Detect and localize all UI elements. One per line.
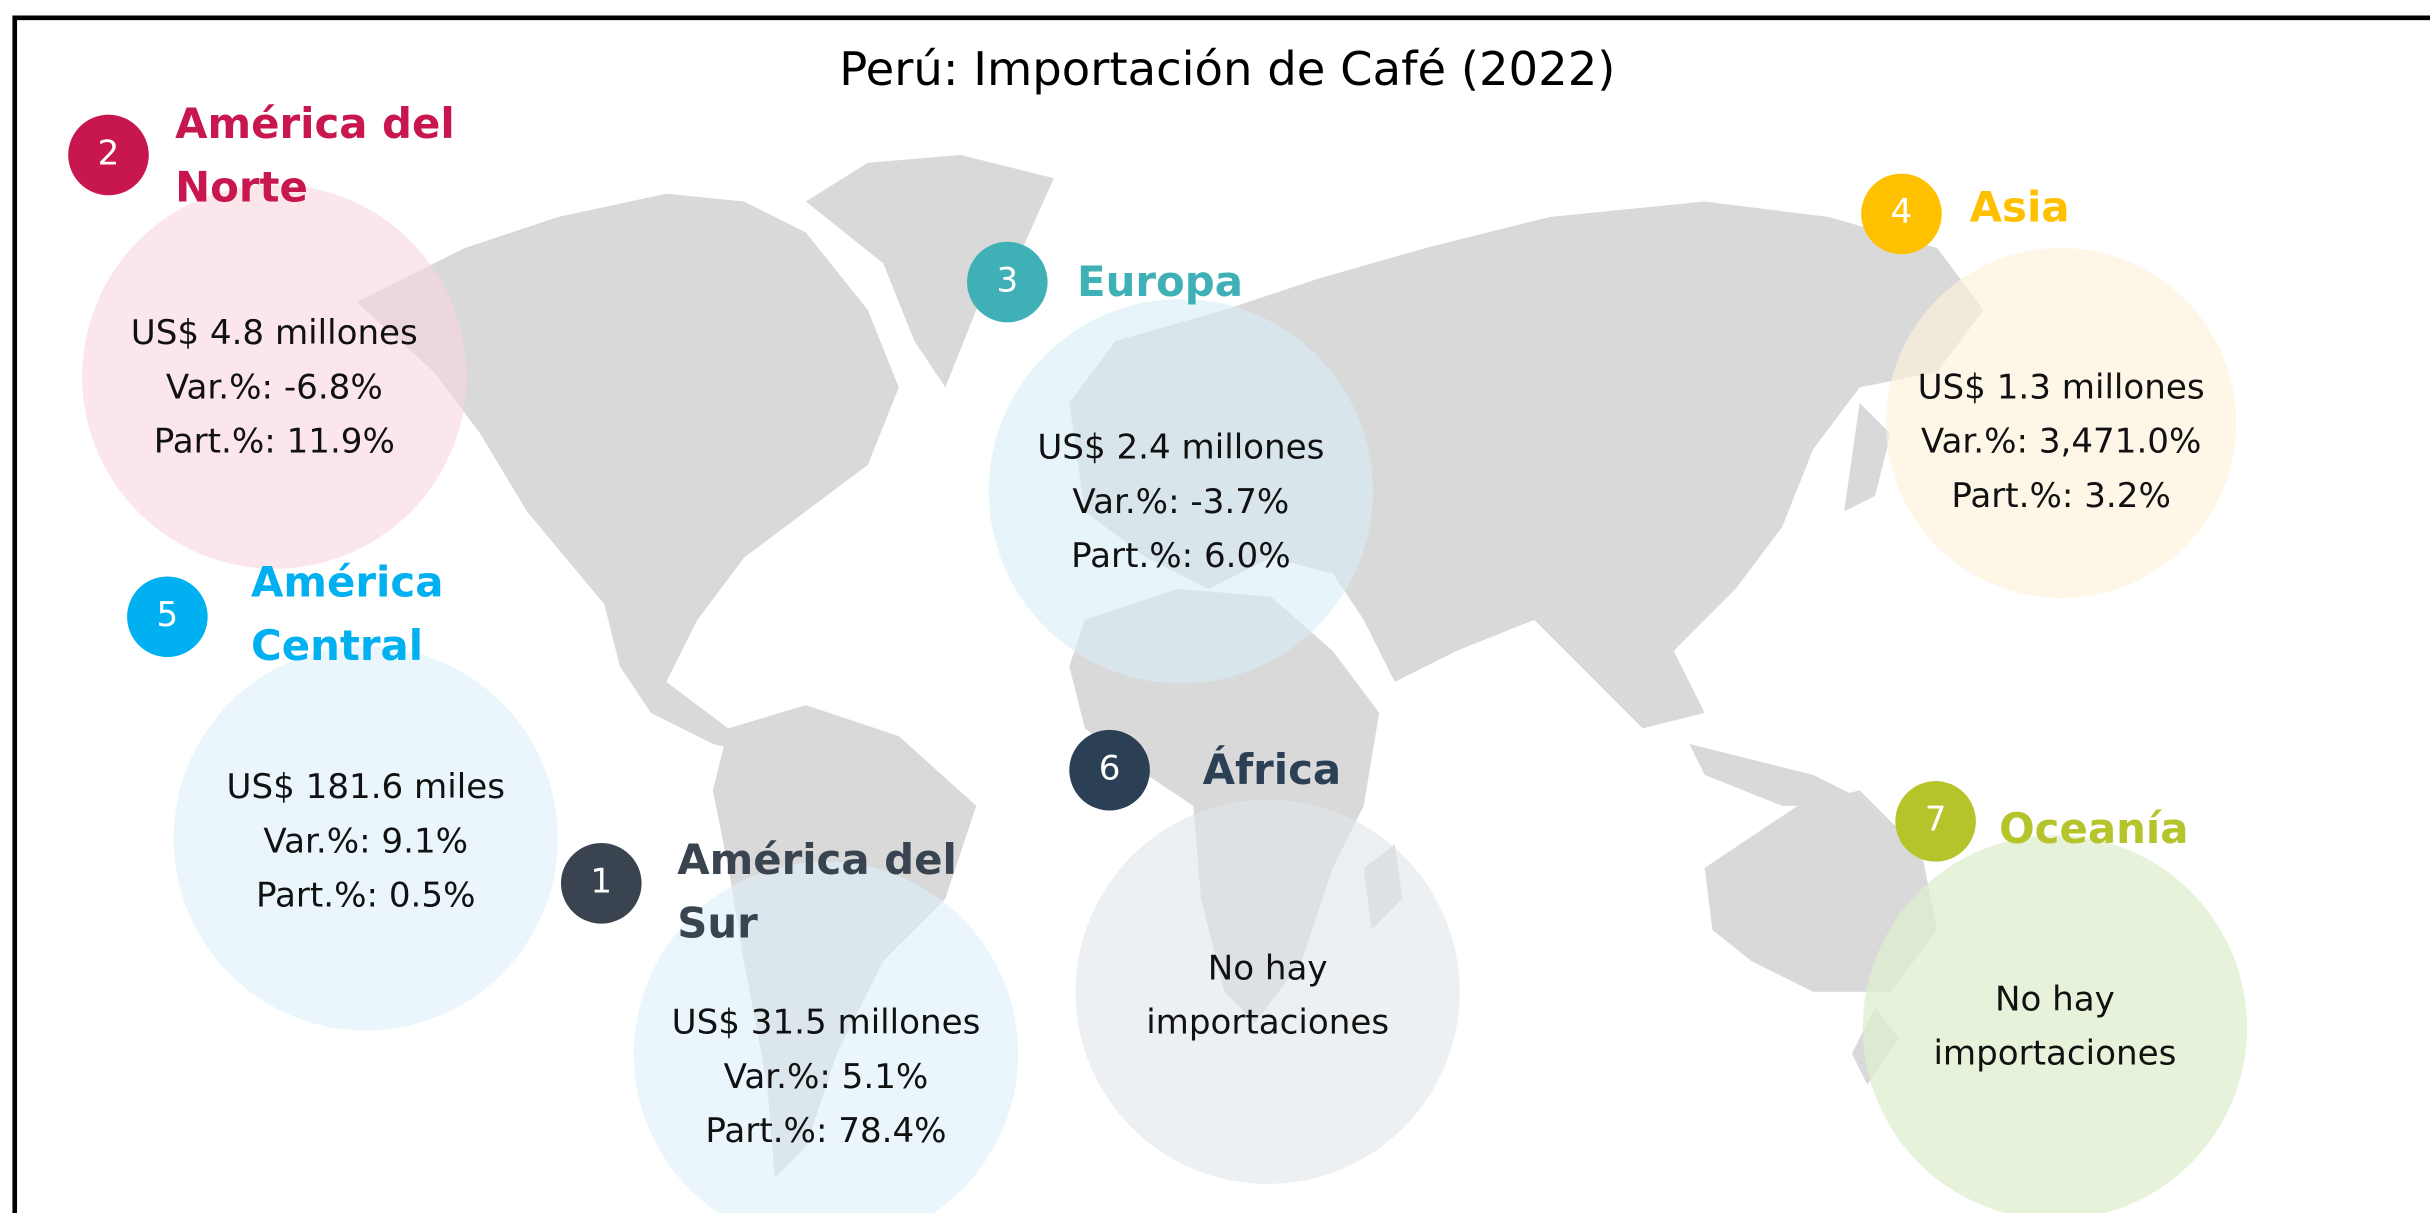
- region-detail: importaciones: [1933, 1035, 2177, 1074]
- region-detail: US$ 181.6 miles: [226, 768, 505, 808]
- region-detail: Var.%: 3,471.0%: [1920, 423, 2202, 462]
- region-circle: [633, 861, 1019, 1213]
- region-name: América del Sur: [677, 836, 957, 949]
- region-detail: importaciones: [1146, 1004, 1390, 1043]
- rank-badge: 1: [560, 843, 642, 924]
- rank-badge: 6: [1069, 729, 1150, 811]
- region-name: Europa: [1077, 258, 1243, 307]
- region-detail: Var.%: 5.1%: [723, 1058, 929, 1098]
- rank-badge: 2: [68, 114, 149, 196]
- region-circle: [1862, 835, 2248, 1213]
- frame: [12, 15, 2430, 1213]
- rank-badge: 5: [127, 576, 208, 658]
- region-name: América Central: [251, 559, 444, 672]
- japan: [1844, 402, 1891, 512]
- region-detail: Part.%: 11.9%: [153, 423, 395, 462]
- rank-badge: 4: [1861, 173, 1942, 255]
- region-name: Asia: [1969, 184, 2070, 233]
- region-detail: US$ 4.8 millones: [130, 314, 418, 354]
- region-circle: [82, 184, 467, 569]
- title: Perú: Importación de Café (2022): [839, 43, 1616, 98]
- region-detail: US$ 2.4 millones: [1037, 429, 1325, 469]
- region-detail: No hay: [1994, 980, 2115, 1020]
- region-circle: [988, 299, 1374, 684]
- region-name: Oceanía: [1999, 805, 2189, 854]
- region-detail: No hay: [1207, 949, 1328, 989]
- region-detail: Part.%: 78.4%: [705, 1112, 947, 1152]
- region-circle: [1075, 799, 1460, 1184]
- region-detail: US$ 31.5 millones: [671, 1004, 981, 1043]
- region-detail: Var.%: 9.1%: [263, 822, 469, 862]
- north-america: [356, 193, 899, 760]
- region-circle: [173, 646, 558, 1031]
- australia: [1704, 790, 1938, 992]
- region-detail: Var.%: -6.8%: [165, 368, 383, 408]
- region-detail: US$ 1.3 millones: [1917, 368, 2205, 408]
- region-detail: Part.%: 3.2%: [1951, 477, 2171, 517]
- rank-badge: 3: [967, 241, 1048, 323]
- rank-badge: 7: [1895, 781, 1976, 862]
- greenland: [805, 154, 1054, 388]
- region-detail: Part.%: 6.0%: [1071, 537, 1291, 577]
- region-detail: Var.%: -3.7%: [1072, 483, 1290, 523]
- eurasia: [1069, 201, 1984, 729]
- region-name: África: [1202, 746, 1342, 795]
- indonesia: [1689, 743, 1876, 806]
- region-circle: [1885, 247, 2237, 599]
- region-detail: Part.%: 0.5%: [255, 877, 476, 916]
- region-name: América del Norte: [175, 100, 455, 213]
